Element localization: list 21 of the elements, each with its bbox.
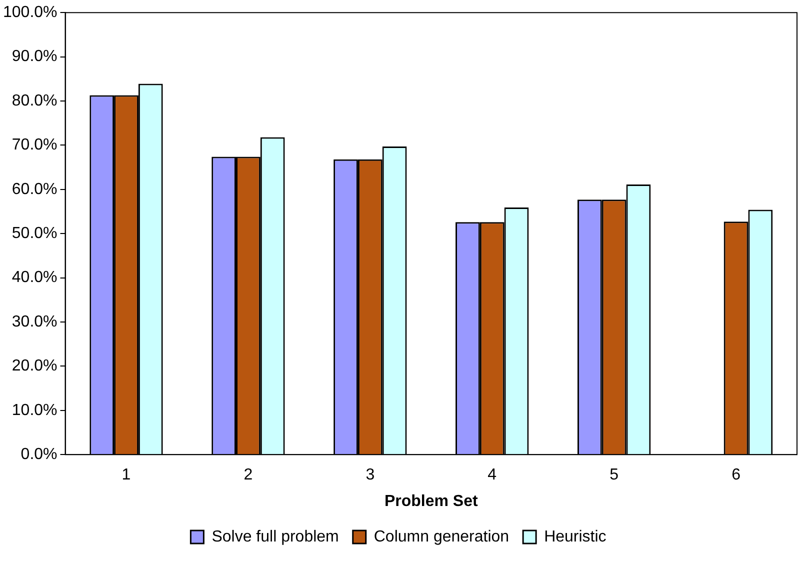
- legend-label: Column generation: [374, 528, 510, 546]
- y-tick-label: 80.0%: [12, 92, 58, 110]
- y-tick-label: 10.0%: [12, 402, 58, 419]
- x-tick-label: 2: [244, 466, 253, 484]
- x-tick-label: 1: [122, 466, 131, 484]
- x-tick-label: 3: [366, 466, 375, 484]
- x-tick-label: 4: [488, 466, 497, 484]
- x-axis-title: Problem Set: [384, 492, 478, 510]
- legend-label: Heuristic: [544, 528, 606, 546]
- x-tick-label: 6: [732, 466, 741, 484]
- legend-label: Solve full problem: [212, 528, 339, 546]
- y-tick-label: 100.0%: [3, 4, 58, 22]
- y-tick-label: 0.0%: [20, 446, 58, 464]
- y-tick-label: 50.0%: [12, 225, 58, 242]
- y-tick-label: 40.0%: [12, 269, 58, 286]
- x-tick-label: 5: [610, 466, 619, 484]
- y-tick-label: 90.0%: [12, 48, 58, 66]
- y-tick-label: 60.0%: [12, 180, 58, 198]
- y-tick-label: 70.0%: [12, 136, 58, 154]
- y-tick-label: 30.0%: [12, 313, 58, 330]
- y-tick-label: 20.0%: [12, 358, 58, 375]
